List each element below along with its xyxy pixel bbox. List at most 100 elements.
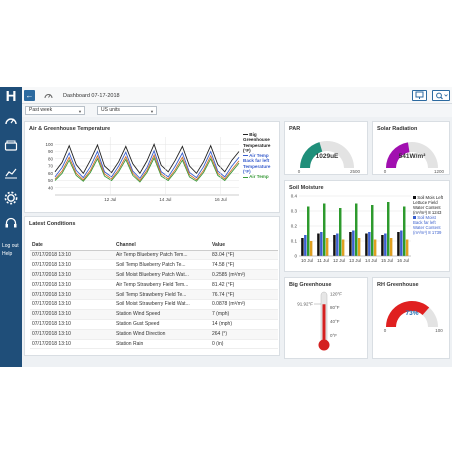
column-header-date[interactable]: Date [30,240,114,251]
cell-value: 76.74 (°F) [210,289,278,300]
y-tick-label: 40 [48,185,54,190]
x-tick-label: 15 Jul [381,258,393,263]
app-window: H Log out Help ← [0,87,452,367]
solar-radiation-gauge: 541W/m² 0 1200 [384,142,445,174]
bar [333,235,336,256]
y-tick-label: 80 [48,156,54,161]
x-tick-label: 14 Jul [159,197,171,202]
thermometer-scale-40: 40°F [330,319,340,324]
cell-channel: Soil Temp Strawberry Field Te... [114,289,210,300]
units-select[interactable]: US units ▼ [97,106,157,115]
back-button[interactable]: ← [24,90,35,101]
cell-date: 07/17/2018 13:10 [30,250,114,261]
table-row[interactable]: 07/17/2018 13:10 Air Temp Strawberry Fiel… [30,279,278,291]
cell-channel: Station Wind Speed [114,309,210,320]
solar-radiation-title: Solar Radiation [377,126,418,132]
cell-channel: Soil Moist Strawberry Field Wat... [114,299,210,310]
settings-menu-button[interactable] [432,90,450,101]
bar [397,232,400,256]
cell-channel: Air Temp Strawberry Field Tem... [114,279,210,291]
top-bar: ← Dashboard 07-17-2018 [22,87,452,104]
table-row[interactable]: 07/17/2018 13:10 Air Temp Blueberry Patch… [30,250,278,261]
bar [405,239,409,256]
bar [349,232,352,256]
display-button[interactable] [412,90,427,101]
table-row[interactable]: 07/17/2018 13:10 Soil Temp Blueberry Patc… [30,259,278,271]
cell-value: 83.04 (°F) [210,250,278,261]
x-tick-label: 14 Jul [365,258,377,263]
bar [373,239,377,256]
table-row[interactable]: 07/17/2018 13:10 Soil Moist Strawberry Fi… [30,299,278,310]
devices-icon[interactable] [4,139,18,153]
thermometer-reading: 91.92°F [297,302,313,307]
legend-item-soil-lettuce[interactable]: Soil Mois Left Lettuce Field Water Conte… [413,195,443,215]
par-max: 2500 [350,169,361,174]
bar [400,230,403,256]
thermometer-fill [322,304,326,342]
bar [352,230,355,256]
y-tick-label: 0.1 [291,239,298,244]
soil-moisture-chart: 0 0.1 0.2 0.3 0.4 10 Jul 11 Jul 12 Jul 13 Jul 14 … [291,194,411,263]
series-line [54,143,240,175]
period-select[interactable]: Past week ▼ [25,106,85,115]
column-header-value[interactable]: Value [210,240,278,251]
table-header-row: Date Channel Value [30,240,278,251]
arrow-left-icon: ← [25,91,34,100]
solar-max: 1200 [434,169,445,174]
legend-item-air-temp-back[interactable]: Air Temp Back far left Temperature (°F) [243,153,271,175]
bar [307,206,310,256]
gear-icon[interactable] [4,191,18,205]
bar [320,232,323,256]
y-tick-label: 70 [48,164,54,169]
units-select-value: US units [101,107,120,113]
period-select-value: Past week [29,107,53,113]
bar [317,233,320,256]
thermometer-scale-80: 80°F [330,305,340,310]
help-link[interactable]: Help [2,251,13,257]
cell-date: 07/17/2018 13:10 [30,269,114,281]
par-title: PAR [289,126,301,132]
bar [365,233,368,256]
air-temperature-chart: 40 50 60 70 80 90 100 12 Jul 14 Jul 16 Jul [45,137,240,202]
table-row[interactable]: 07/17/2018 13:10 Soil Moist Blueberry Pat… [30,269,278,281]
gauge-icon[interactable] [4,114,18,128]
table-row[interactable]: 07/17/2018 13:10 Station Rain 0 (in) [30,339,278,350]
solar-min: 0 [384,169,387,174]
thermometer-bulb [318,339,330,351]
legend-item-soil-back[interactable]: Soil Moist Back far left Water Content (… [413,215,442,235]
cell-channel: Soil Temp Blueberry Patch Te... [114,259,210,271]
legend-item-air-temp[interactable]: Air Temp [243,174,275,179]
thermometer-scale-120: 120°F [330,292,342,297]
monitor-icon [415,91,424,99]
bar [339,208,342,256]
legend-item-big-greenhouse[interactable]: Big Greenhouse Temperature (°F) [243,132,271,153]
big-greenhouse-title: Big Greenhouse [289,282,332,288]
cell-value: 264 (°) [210,329,278,340]
rh-gauge-fill [386,301,430,327]
par-panel: PAR 1029uE 0 2500 [284,121,368,175]
rh-value: 73% [405,310,418,317]
column-header-channel[interactable]: Channel [114,240,210,251]
rh-min: 0 [384,328,387,333]
table-row[interactable]: 07/17/2018 13:10 Station Wind Direction 26… [30,329,278,340]
y-tick-label: 60 [48,171,54,176]
table-row[interactable]: 07/17/2018 13:10 Station Gust Speed 14 (mp… [30,319,278,330]
table-row[interactable]: 07/17/2018 13:10 Station Wind Speed 7 (mph… [30,309,278,320]
x-tick-label: 13 Jul [349,258,361,263]
charts-icon[interactable] [4,166,18,180]
table-row[interactable]: 07/17/2018 13:10 Soil Temp Strawberry Fie… [30,289,278,300]
x-tick-label: 11 Jul [317,258,329,263]
y-tick-label: 90 [48,149,54,154]
app-logo: H [5,88,17,105]
bar [341,239,345,256]
air-temperature-title: Air & Greenhouse Temperature [29,126,111,132]
soil-moisture-panel: Soil Moisture 0 0.1 0.2 0.3 0.4 10 Jul 11 Jul 1… [284,180,450,272]
par-gauge: 1029uE 0 2500 [298,141,361,174]
x-tick-label: 16 Jul [397,258,409,263]
cell-channel: Station Rain [114,339,210,350]
logout-link[interactable]: Log out [2,243,19,249]
solar-gauge-fill [386,142,410,168]
y-tick-label: 0.2 [291,224,298,229]
headset-icon[interactable] [4,216,18,230]
y-tick-label: 50 [48,178,54,183]
